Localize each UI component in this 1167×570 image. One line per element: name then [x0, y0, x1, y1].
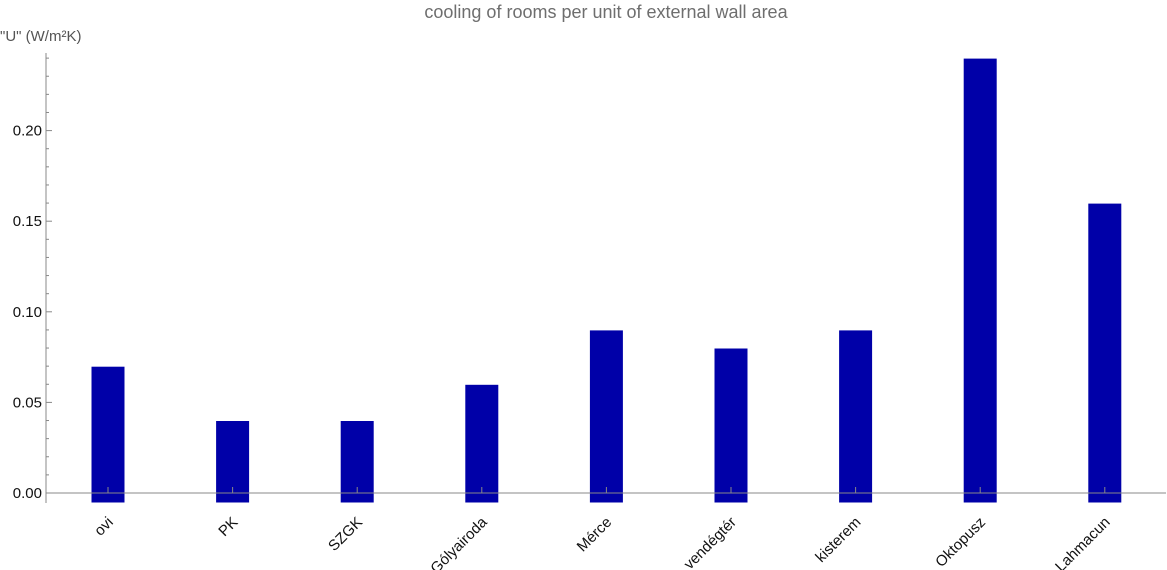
- y-ticks-group: 0.00 0.05 0.10 0.15 0.20: [13, 57, 52, 502]
- x-category-label: PK: [215, 514, 241, 540]
- x-category-label: Oktopusz: [932, 514, 989, 570]
- y-axis-label: "U" (W/m²K): [0, 28, 81, 45]
- y-tick-label: 0.10: [13, 304, 42, 321]
- bar-0: [90, 365, 126, 504]
- bar-6: [838, 329, 874, 504]
- bars-group: [90, 57, 1123, 504]
- x-category-label: SZGK: [325, 514, 366, 555]
- y-tick-label: 0.20: [13, 123, 42, 140]
- x-category-label: vendégtér: [681, 514, 740, 570]
- bar-4: [588, 329, 624, 504]
- y-tick-label: 0.15: [13, 213, 42, 230]
- bar-3: [464, 383, 500, 504]
- x-category-label: Lahmacun: [1052, 514, 1114, 570]
- x-category-label: Gólyairoda: [427, 513, 491, 570]
- bar-5: [713, 347, 749, 504]
- bar-8: [1087, 202, 1123, 504]
- x-category-label: Mérce: [574, 514, 615, 555]
- chart-title: cooling of rooms per unit of external wa…: [424, 2, 788, 22]
- bar-7: [962, 57, 998, 504]
- x-category-label: kisterem: [812, 514, 864, 566]
- x-category-label: ovi: [91, 514, 117, 540]
- y-tick-label: 0.05: [13, 394, 42, 411]
- y-tick-label: 0.00: [13, 485, 42, 502]
